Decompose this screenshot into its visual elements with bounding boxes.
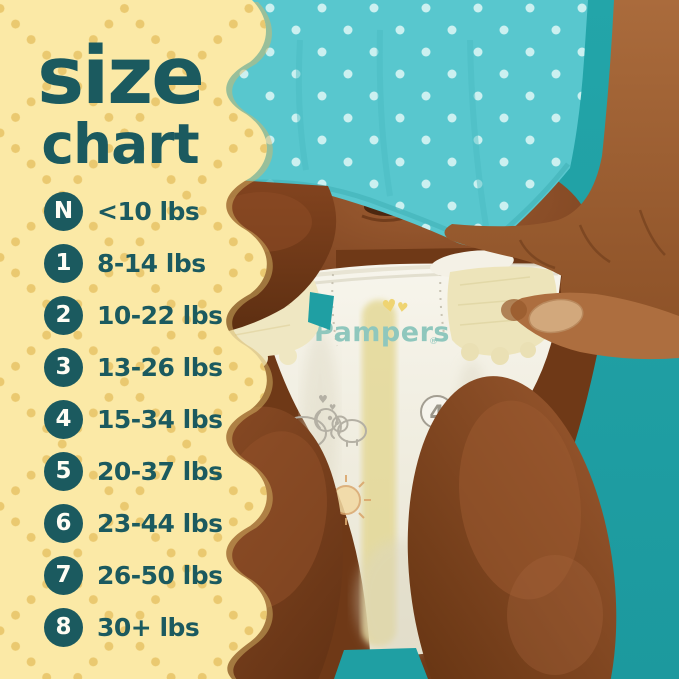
adult-hand xyxy=(444,0,679,360)
logo-heart-icon: ♥ xyxy=(395,300,409,316)
weight-range: 26-50 lbs xyxy=(97,560,223,590)
background-gap xyxy=(334,648,428,679)
size-label-badge: 7 xyxy=(44,555,83,595)
size-row-6: 6 23-44 lbs xyxy=(44,497,274,549)
title-size: size xyxy=(37,30,205,122)
weight-range: 10-22 lbs xyxy=(97,300,223,330)
size-label-badge: 3 xyxy=(44,347,83,387)
size-label-badge: N xyxy=(44,191,83,231)
size-label-badge: 4 xyxy=(44,399,83,439)
size-row-8: 8 30+ lbs xyxy=(44,601,274,653)
weight-range: 15-34 lbs xyxy=(97,404,223,434)
elephant-heart-icon: ♥ xyxy=(318,393,328,406)
page-title: size chart xyxy=(0,30,240,176)
logo-heart-icon: ♥ xyxy=(380,296,398,318)
size-label-badge: 2 xyxy=(44,295,83,335)
weight-range: <10 lbs xyxy=(97,196,200,226)
size-row-newborn: N <10 lbs xyxy=(44,185,274,237)
weight-range: 23-44 lbs xyxy=(97,508,223,538)
size-label-badge: 1 xyxy=(44,243,83,283)
size-chart-rows: N <10 lbs 1 8-14 lbs 2 10-22 lbs 3 13-26… xyxy=(44,185,274,653)
weight-range: 20-37 lbs xyxy=(97,456,223,486)
weight-range: 13-26 lbs xyxy=(97,352,223,382)
size-row-4: 4 15-34 lbs xyxy=(44,393,274,445)
thumbnail xyxy=(528,298,584,334)
background-gap xyxy=(308,292,334,330)
size-row-7: 7 26-50 lbs xyxy=(44,549,274,601)
title-chart: chart xyxy=(41,111,199,176)
size-label-badge: 8 xyxy=(44,607,83,647)
size-row-5: 5 20-37 lbs xyxy=(44,445,274,497)
diaper-stitch-left xyxy=(331,273,338,347)
size-label-badge: 6 xyxy=(44,503,83,543)
elephant-heart-icon: ♥ xyxy=(329,403,336,412)
size-row-3: 3 13-26 lbs xyxy=(44,341,274,393)
registered-mark: ® xyxy=(429,337,438,347)
pampers-brand-text: Pampers xyxy=(314,317,450,348)
weight-range: 8-14 lbs xyxy=(97,248,206,278)
weight-range: 30+ lbs xyxy=(97,612,200,642)
size-label-badge: 5 xyxy=(44,451,83,491)
size-row-1: 1 8-14 lbs xyxy=(44,237,274,289)
size-row-2: 2 10-22 lbs xyxy=(44,289,274,341)
pampers-logo: Pampers ® ♥ ♥ xyxy=(314,296,450,348)
